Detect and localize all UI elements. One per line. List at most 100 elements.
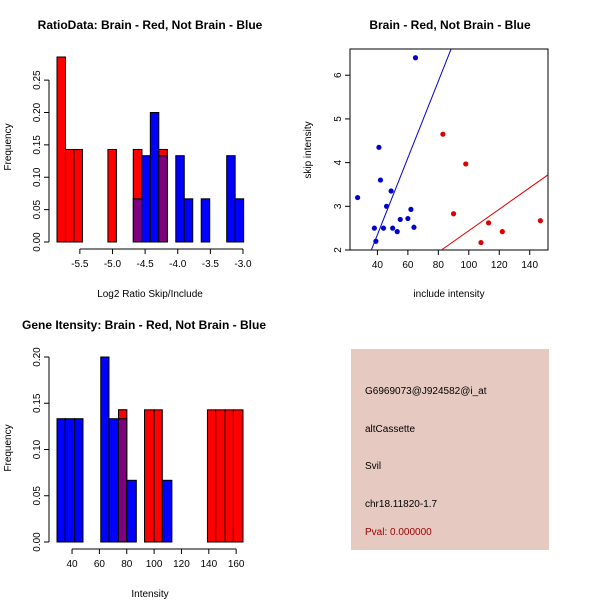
gene-x-tick-label-5: 140 <box>200 559 217 570</box>
gene-notbrain-bar-6 <box>126 479 137 543</box>
scatter-y-tick-label-0: 2 <box>333 247 344 253</box>
scatter-x-tick-label-4: 120 <box>491 260 508 271</box>
gene-symbol-text: Svil <box>365 461 382 472</box>
gene-y-tick-label-2: 0.10 <box>32 439 43 459</box>
gene-brain-bar-5 <box>224 409 234 543</box>
scatter-point-notbrain-5 <box>380 225 387 231</box>
scatter-point-notbrain-3 <box>376 144 382 150</box>
scatter-point-notbrain-1 <box>371 225 377 231</box>
scatter-point-brain-5 <box>499 229 505 235</box>
gene-y-axis-label: Frequency <box>3 424 14 471</box>
scatter-point-notbrain-14 <box>412 55 419 61</box>
gene-y-tick-label-1: 0.05 <box>32 486 43 506</box>
scatter-point-notbrain-9 <box>394 229 400 235</box>
pval-text: Pval: 0.000000 <box>365 527 432 538</box>
ratio-y-tick-label-1: 0.05 <box>32 199 43 219</box>
scatter-point-brain-0 <box>440 131 446 137</box>
ratio-notbrain-bar-4 <box>175 155 185 243</box>
ratio-notbrain-bar-6 <box>200 198 211 243</box>
gene-notbrain-bar-0 <box>56 418 66 543</box>
ratio-brain-bar-3 <box>107 148 117 243</box>
gene-brain-top-bar-5 <box>118 409 128 420</box>
ratio-x-tick-label-4: -3.5 <box>202 259 220 270</box>
scatter-point-brain-6 <box>537 218 543 224</box>
ratio-y-tick-label-5: 0.25 <box>32 70 43 90</box>
ratio-brain-top-bar-0 <box>132 148 143 200</box>
scatter-point-brain-2 <box>463 161 469 167</box>
ratio-brain-bar-2 <box>73 148 83 243</box>
ratio-notbrain-bar-2 <box>149 111 160 243</box>
scatter-x-tick-label-1: 60 <box>402 260 414 271</box>
gene-overlap-bar-5 <box>118 418 128 543</box>
scatter-point-brain-1 <box>450 211 457 217</box>
gene-x-axis-label: Intensity <box>131 589 168 600</box>
gene-y-tick-label-4: 0.20 <box>32 347 43 367</box>
gene-y-tick-label-0: 0.00 <box>32 532 43 552</box>
ratio-x-tick-label-1: -5.0 <box>104 259 122 270</box>
gene-chart-title: Gene Itensity: Brain - Red, Not Brain - … <box>22 318 266 332</box>
scatter-y-tick-label-2: 4 <box>333 159 344 165</box>
ratio-chart-title: RatioData: Brain - Red, Not Brain - Blue <box>38 18 263 32</box>
gene-x-tick-label-2: 80 <box>121 559 133 570</box>
scatter-point-notbrain-8 <box>390 225 396 231</box>
ratio-overlap-bar-3 <box>158 155 168 243</box>
gene-intensity-histogram-panel: Gene Itensity: Brain - Red, Not Brain - … <box>3 318 266 600</box>
scatter-y-tick-label-3: 5 <box>333 116 344 122</box>
ratio-y-tick-label-3: 0.15 <box>32 135 43 155</box>
scatter-x-tick-label-3: 100 <box>460 260 477 271</box>
scatter-point-notbrain-6 <box>383 203 390 209</box>
gene-notbrain-bar-3 <box>100 356 110 543</box>
ratio-x-tick-label-5: -3.0 <box>234 259 252 270</box>
gene-brain-bar-2 <box>153 409 163 543</box>
ratio-y-axis-label: Frequency <box>3 123 14 170</box>
scatter-chart-title: Brain - Red, Not Brain - Blue <box>369 18 531 32</box>
gene-notbrain-bar-7 <box>161 479 173 543</box>
scatter-point-notbrain-0 <box>355 194 361 201</box>
gene-x-tick-label-3: 100 <box>146 559 163 570</box>
scatter-plot-box <box>349 48 549 251</box>
gene-brain-bar-6 <box>232 409 244 543</box>
gene-notbrain-bar-2 <box>74 418 84 543</box>
ratio-brain-top-bar-3 <box>158 148 168 157</box>
gene-notbrain-bar-4 <box>108 418 120 543</box>
ratio-x-tick-label-2: -4.5 <box>136 259 154 270</box>
ratio-notbrain-bar-5 <box>183 198 194 243</box>
scatter-y-tick-label-1: 3 <box>333 203 344 209</box>
ratio-x-tick-label-3: -4.0 <box>169 259 187 270</box>
ratio-y-tick-label-2: 0.10 <box>32 167 43 187</box>
ratio-notbrain-bar-8 <box>234 198 245 243</box>
ratio-y-tick-label-4: 0.20 <box>32 102 43 122</box>
scatter-point-brain-4 <box>486 220 492 226</box>
scatter-y-axis-label: skip intensity <box>303 121 314 178</box>
gene-notbrain-bar-1 <box>64 418 76 543</box>
ratio-overlap-bar-0 <box>132 198 143 243</box>
gene-x-tick-label-0: 40 <box>66 559 78 570</box>
gene-brain-bar-4 <box>215 409 226 543</box>
ratio-x-tick-label-0: -5.5 <box>71 259 89 270</box>
gene-x-tick-label-4: 120 <box>173 559 190 570</box>
scatter-point-notbrain-10 <box>397 216 403 223</box>
scatter-point-notbrain-2 <box>373 238 379 244</box>
scatter-x-tick-label-0: 40 <box>372 260 384 271</box>
scatter-point-notbrain-13 <box>411 224 417 230</box>
scatter-point-notbrain-11 <box>405 215 411 222</box>
ratio-y-tick-label-0: 0.00 <box>32 232 43 252</box>
ratio-brain-bar-1 <box>64 148 75 243</box>
scatter-point-brain-3 <box>478 239 484 246</box>
chromosome-location-text: chr18.11820-1.7 <box>365 499 438 510</box>
ratio-brain-bar-0 <box>56 56 66 243</box>
scatter-point-notbrain-12 <box>408 206 414 212</box>
intensity-scatter-panel: Brain - Red, Not Brain - Blue include in… <box>303 18 549 300</box>
ratio-histogram-panel: RatioData: Brain - Red, Not Brain - Blue… <box>3 18 263 300</box>
gene-x-tick-label-6: 160 <box>228 559 245 570</box>
ratio-x-axis-label: Log2 Ratio Skip/Include <box>97 289 203 300</box>
scatter-point-notbrain-7 <box>388 188 394 194</box>
gene-brain-bar-1 <box>144 409 155 543</box>
gene-brain-bar-3 <box>206 409 217 543</box>
scatter-fit-line-0 <box>370 49 452 250</box>
probe-id-text: G6969073@J924582@i_at <box>365 386 487 397</box>
scatter-y-tick-label-4: 6 <box>333 72 344 78</box>
gene-info-panel: G6969073@J924582@i_at altCassette Svil c… <box>351 349 549 550</box>
scatter-fit-line-1 <box>441 174 548 250</box>
ratio-notbrain-bar-1 <box>141 155 151 243</box>
